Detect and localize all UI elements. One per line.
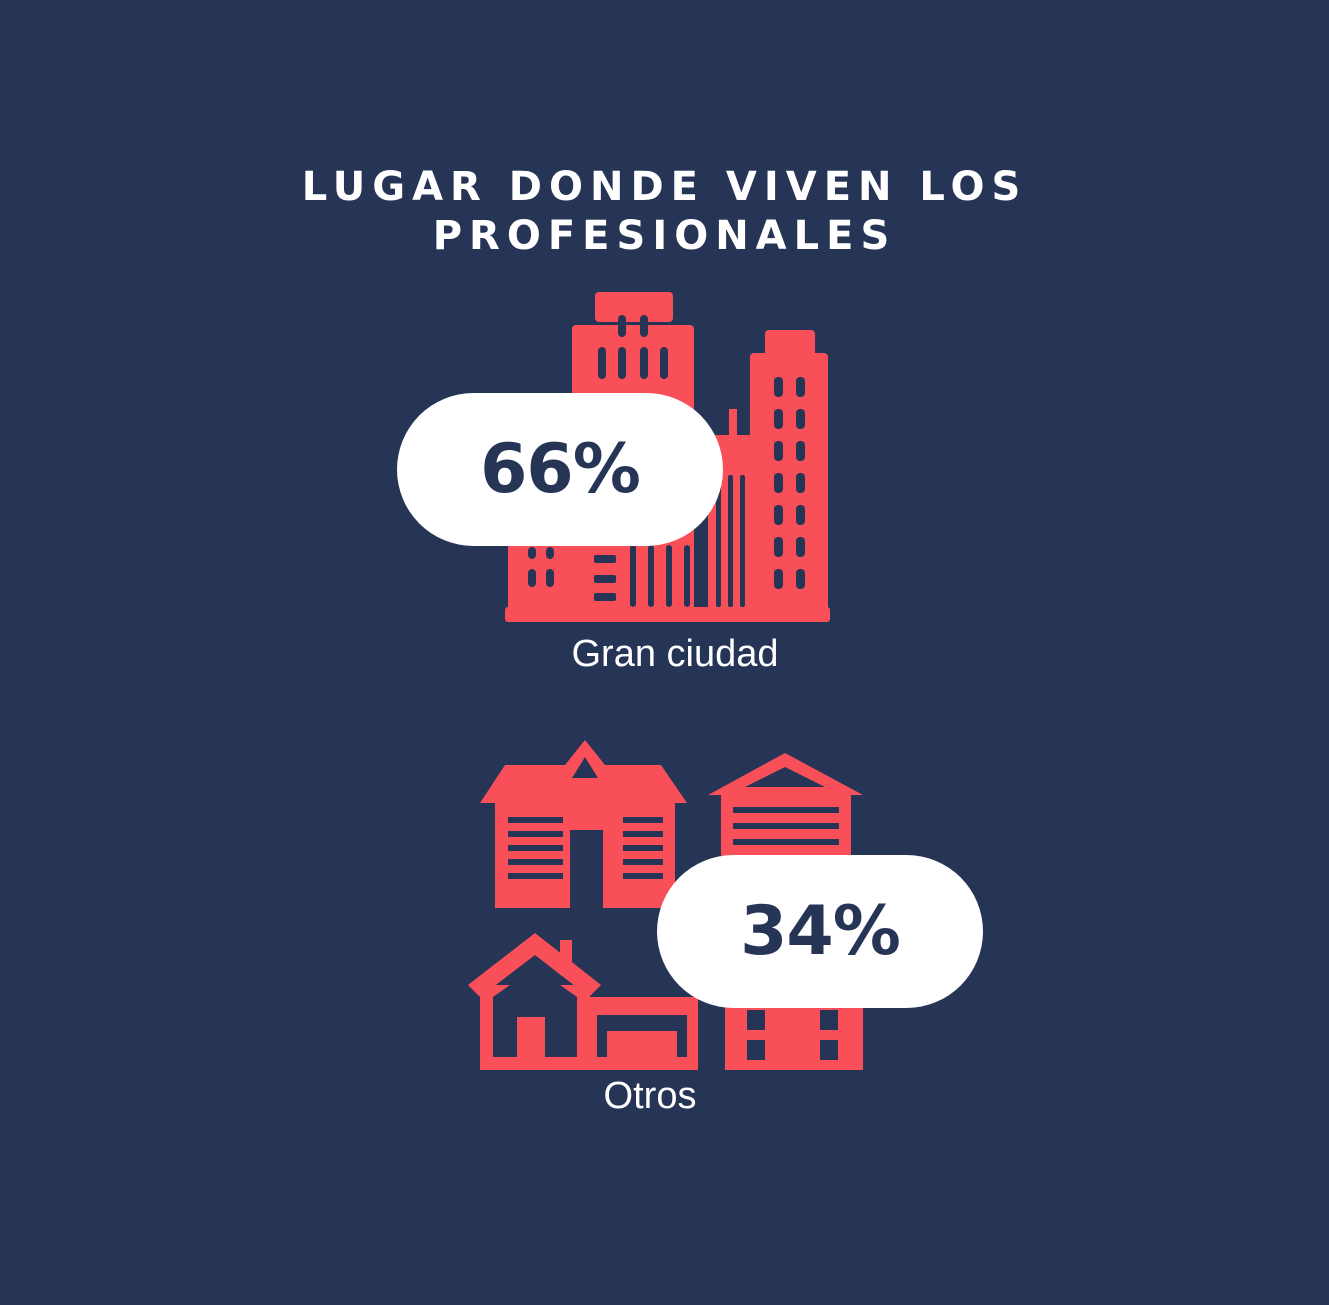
value-label-others: 34%	[740, 892, 901, 971]
percentage-badge-city: 66%	[397, 393, 723, 546]
category-label-city: Gran ciudad	[571, 633, 779, 675]
houses-icon	[468, 740, 863, 1070]
category-label-others: Otros	[603, 1075, 697, 1117]
value-label-city: 66%	[480, 430, 641, 509]
chart-title-line-2: PROFESIONALES	[432, 213, 897, 259]
chart-title-line-1: LUGAR DONDE VIVEN LOS	[301, 164, 1028, 210]
percentage-badge-others: 34%	[657, 855, 983, 1008]
